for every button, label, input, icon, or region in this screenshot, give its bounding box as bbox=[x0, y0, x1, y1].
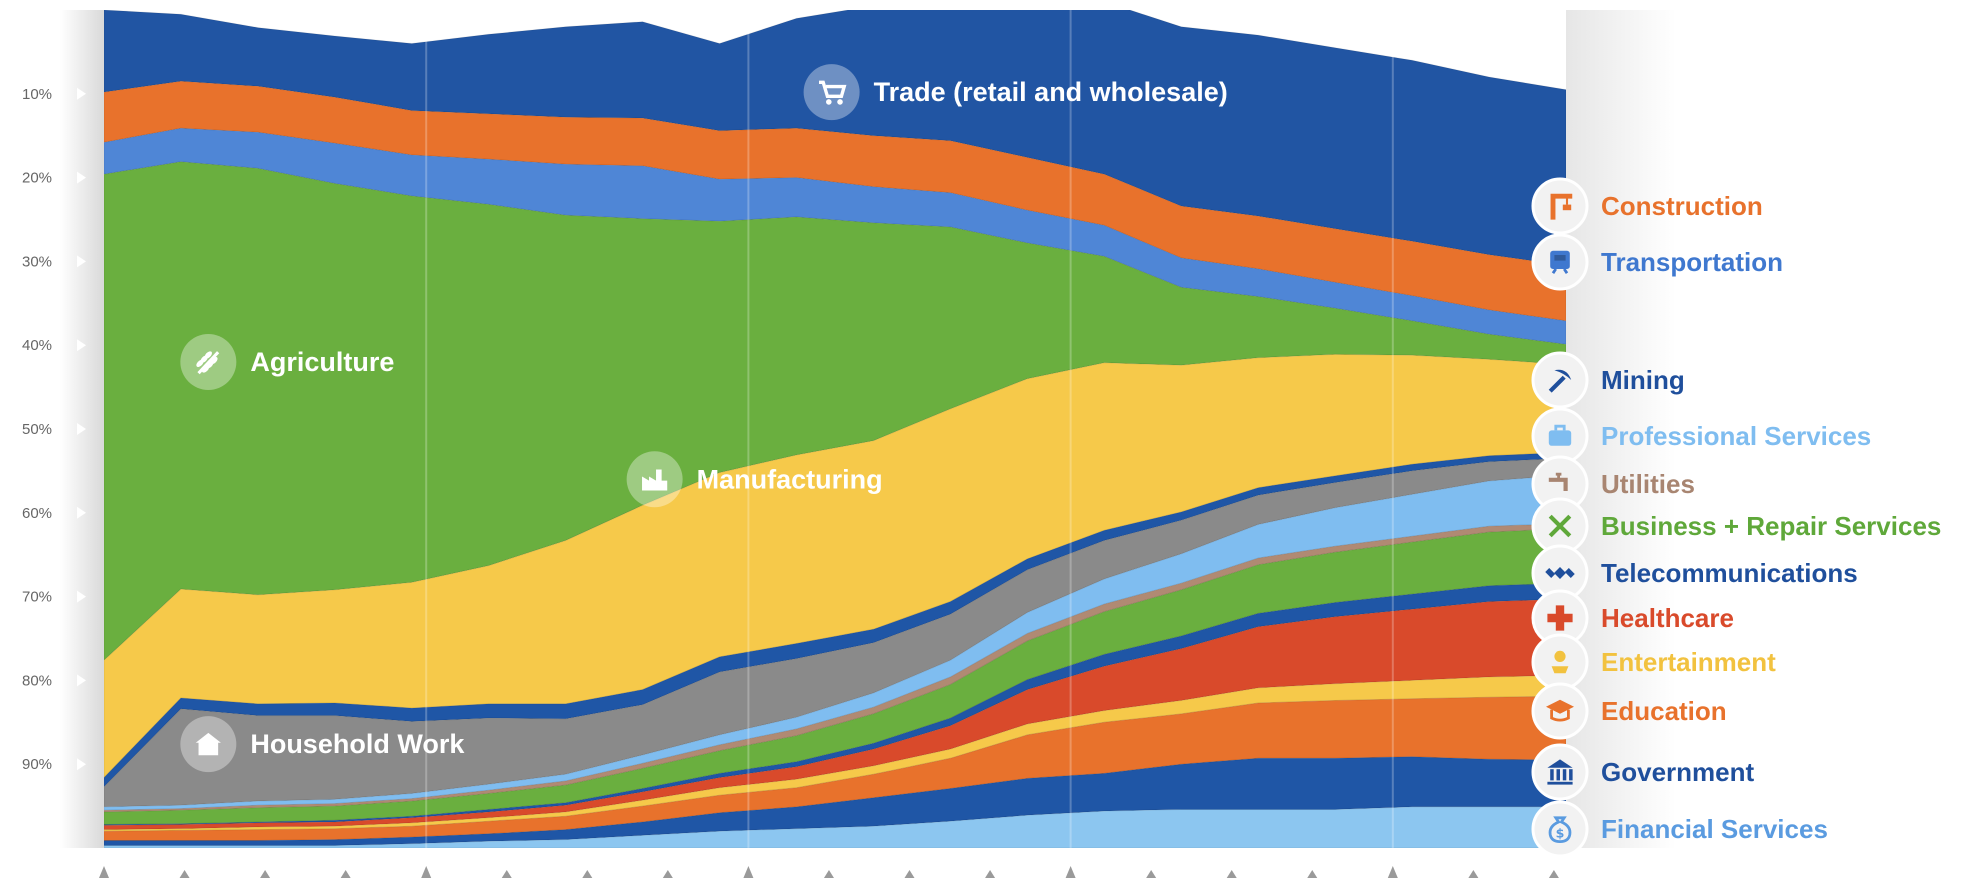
area-financial-services bbox=[104, 806, 1566, 848]
legend-entry-government: Government bbox=[1531, 743, 1754, 801]
x-tick-marker bbox=[1307, 870, 1318, 878]
y-tick-marker bbox=[77, 339, 86, 352]
y-tick-marker bbox=[77, 590, 86, 603]
y-tick-label: 70% bbox=[22, 589, 52, 606]
legend-entry-financial-services: $ Financial Services bbox=[1531, 800, 1828, 858]
x-tick-marker bbox=[1065, 866, 1076, 878]
y-tick-marker bbox=[77, 423, 86, 435]
inner-label-text: Agriculture bbox=[250, 347, 394, 377]
x-tick-marker bbox=[501, 870, 512, 878]
x-tick-marker bbox=[1146, 870, 1157, 878]
x-tick-marker bbox=[1226, 870, 1237, 878]
medical-cross-icon bbox=[1547, 605, 1573, 631]
area-trade-retail-and-wholesale bbox=[104, 10, 1566, 267]
x-tick-marker bbox=[743, 866, 754, 878]
area-professional-services bbox=[104, 474, 1566, 811]
legend-label: Utilities bbox=[1601, 469, 1695, 499]
briefcase-icon bbox=[1548, 424, 1572, 446]
x-tick-marker bbox=[260, 870, 271, 878]
train-icon bbox=[1550, 250, 1570, 274]
x-tick-marker bbox=[99, 866, 109, 878]
inner-label-trade-retail-and-wholesale: Trade (retail and wholesale) bbox=[803, 64, 1228, 121]
y-tick-marker bbox=[77, 674, 86, 687]
legend-entry-healthcare: Healthcare bbox=[1531, 589, 1734, 647]
legend-label: Government bbox=[1601, 757, 1754, 787]
y-tick-marker bbox=[77, 171, 86, 184]
graduation-cap-icon bbox=[1546, 699, 1574, 722]
shopping-cart-icon bbox=[803, 64, 860, 121]
x-tick-marker bbox=[904, 870, 915, 878]
x-tick-marker bbox=[1387, 866, 1398, 878]
legend-entry-telecommunications: Telecommunications bbox=[1531, 544, 1858, 602]
legend-label: Telecommunications bbox=[1601, 558, 1858, 588]
inner-label-text: Household Work bbox=[250, 729, 465, 759]
area-entertainment bbox=[104, 674, 1566, 832]
x-tick-marker bbox=[179, 870, 190, 878]
inner-label-agriculture: Agriculture bbox=[180, 333, 394, 390]
y-tick-label: 30% bbox=[22, 253, 52, 270]
legend-label: Financial Services bbox=[1601, 814, 1828, 844]
x-tick-marker bbox=[662, 870, 673, 878]
x-tick-marker bbox=[823, 870, 834, 878]
y-tick-marker bbox=[77, 758, 86, 771]
pickaxe-icon bbox=[1548, 369, 1572, 393]
x-tick-marker bbox=[582, 870, 593, 878]
legend-label: Construction bbox=[1601, 191, 1763, 221]
legend-label: Business + Repair Services bbox=[1601, 511, 1941, 541]
y-tick-label: 60% bbox=[22, 505, 52, 522]
y-tick-label: 10% bbox=[22, 86, 52, 103]
house-icon bbox=[180, 716, 237, 773]
y-tick-label: 80% bbox=[22, 672, 52, 689]
y-tick-marker bbox=[77, 255, 86, 268]
area-telecommunications bbox=[104, 582, 1566, 826]
building-columns-icon bbox=[1547, 759, 1573, 785]
legend-label: Mining bbox=[1601, 365, 1685, 395]
wheat-icon bbox=[180, 333, 237, 390]
inner-label-text: Trade (retail and wholesale) bbox=[874, 77, 1228, 107]
legend-entry-education: Education bbox=[1531, 682, 1727, 740]
legend-entry-construction: Construction bbox=[1531, 177, 1763, 235]
tools-icon bbox=[1548, 514, 1572, 538]
microphone-icon bbox=[1551, 650, 1569, 674]
legend-label: Education bbox=[1601, 696, 1727, 726]
legend-entry-utilities: Utilities bbox=[1531, 455, 1695, 513]
x-tick-marker bbox=[1548, 870, 1559, 878]
y-tick-label: 20% bbox=[22, 170, 52, 187]
y-tick-marker bbox=[77, 87, 86, 100]
area-business-repair-services bbox=[104, 528, 1566, 826]
legend-entry-business-repair-services: Business + Repair Services bbox=[1531, 497, 1941, 555]
x-tick-marker bbox=[340, 870, 351, 878]
factory-icon bbox=[626, 451, 683, 508]
svg-text:$: $ bbox=[1556, 825, 1565, 840]
legend-badge bbox=[1531, 743, 1589, 801]
legend-entry-professional-services: Professional Services bbox=[1531, 407, 1871, 465]
y-tick-label: 50% bbox=[22, 421, 52, 438]
legend-label: Professional Services bbox=[1601, 421, 1871, 451]
y-tick-label: 90% bbox=[22, 756, 52, 773]
legend-entry-transportation: Transportation bbox=[1531, 233, 1783, 291]
legend-badge bbox=[1531, 177, 1589, 235]
legend-label: Entertainment bbox=[1601, 647, 1776, 677]
area-agriculture bbox=[104, 161, 1566, 661]
y-tick-label: 40% bbox=[22, 337, 52, 354]
inner-label-text: Manufacturing bbox=[697, 464, 883, 494]
y-tick-marker bbox=[77, 506, 86, 519]
legend-entry-mining: Mining bbox=[1531, 351, 1685, 409]
faucet-icon bbox=[1548, 472, 1568, 492]
x-tick-marker bbox=[1468, 870, 1479, 878]
inner-label-household-work: Household Work bbox=[180, 716, 465, 773]
x-tick-marker bbox=[985, 870, 996, 878]
legend-badge bbox=[1531, 800, 1589, 858]
legend-label: Transportation bbox=[1601, 247, 1783, 277]
inner-label-manufacturing: Manufacturing bbox=[626, 451, 883, 508]
coin-bag-icon: $ bbox=[1548, 816, 1572, 844]
x-tick-marker bbox=[421, 866, 432, 878]
legend-label: Healthcare bbox=[1601, 603, 1734, 633]
crane-icon bbox=[1550, 193, 1573, 220]
